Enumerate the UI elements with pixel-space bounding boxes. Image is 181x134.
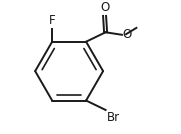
Text: O: O	[100, 1, 109, 14]
Text: Br: Br	[107, 111, 120, 124]
Text: O: O	[123, 28, 132, 41]
Text: F: F	[49, 14, 55, 27]
